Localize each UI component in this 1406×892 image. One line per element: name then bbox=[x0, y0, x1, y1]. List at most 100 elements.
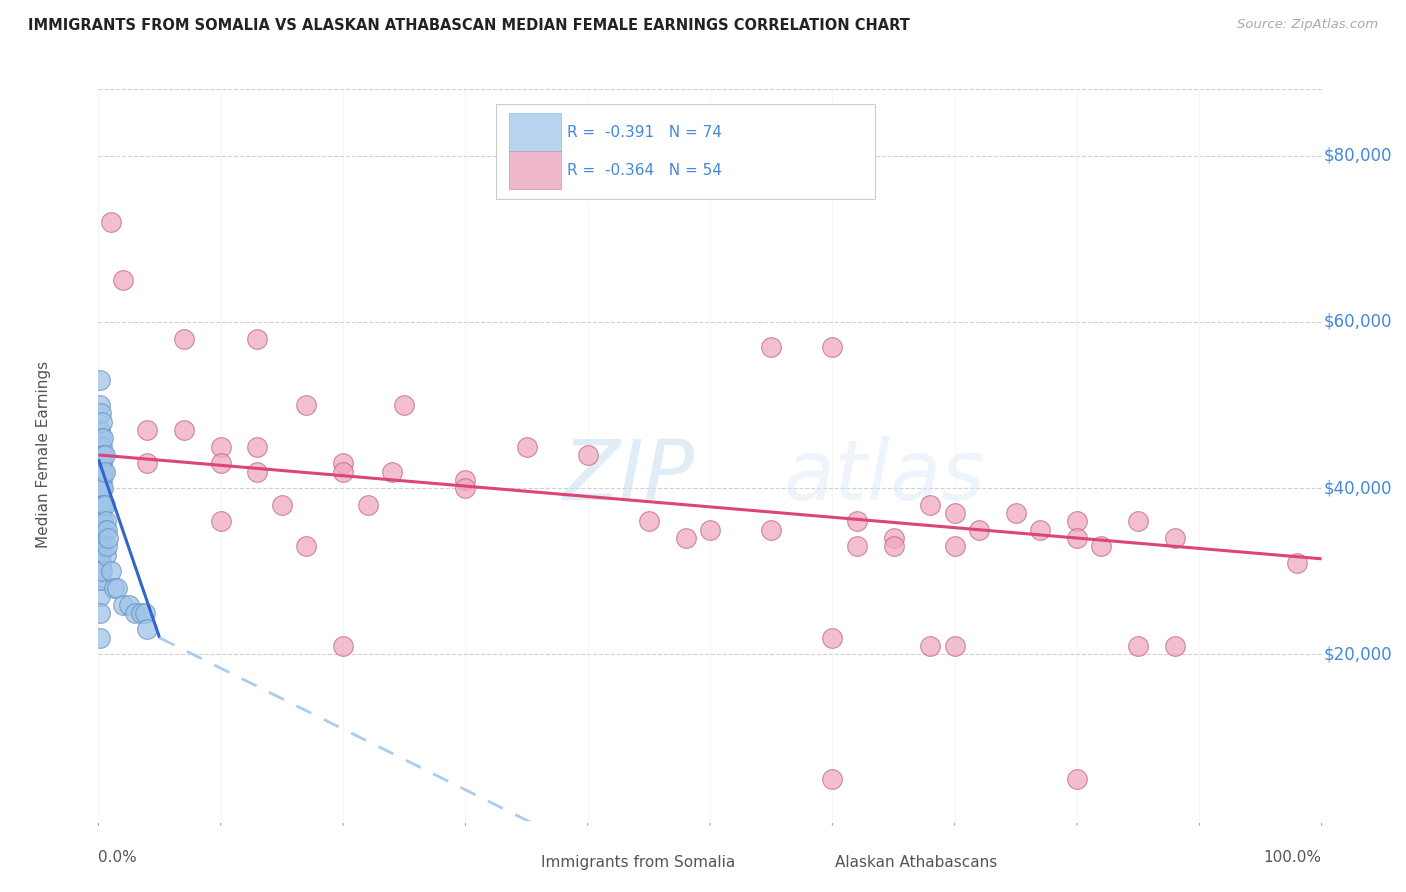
Point bbox=[173, 423, 195, 437]
Point bbox=[89, 440, 111, 454]
Point bbox=[111, 598, 134, 612]
Point bbox=[89, 523, 111, 537]
Text: IMMIGRANTS FROM SOMALIA VS ALASKAN ATHABASCAN MEDIAN FEMALE EARNINGS CORRELATION: IMMIGRANTS FROM SOMALIA VS ALASKAN ATHAB… bbox=[28, 18, 910, 33]
Point bbox=[1164, 531, 1187, 545]
Point bbox=[91, 431, 114, 445]
Point bbox=[90, 465, 112, 479]
Point bbox=[821, 340, 844, 354]
Point bbox=[93, 523, 115, 537]
Point bbox=[246, 332, 269, 346]
Point bbox=[943, 539, 966, 553]
Point bbox=[90, 456, 112, 470]
Point bbox=[883, 531, 905, 545]
Text: Alaskan Athabascans: Alaskan Athabascans bbox=[835, 855, 997, 870]
Point bbox=[91, 539, 114, 553]
Point bbox=[1029, 523, 1052, 537]
Point bbox=[209, 515, 232, 529]
Point bbox=[392, 398, 416, 412]
Point bbox=[90, 564, 112, 578]
Point bbox=[94, 515, 117, 529]
Point bbox=[129, 606, 152, 620]
Point bbox=[89, 556, 111, 570]
Point bbox=[89, 506, 111, 520]
Point bbox=[91, 465, 114, 479]
Point bbox=[100, 564, 122, 578]
Point bbox=[761, 523, 783, 537]
Point bbox=[91, 515, 114, 529]
Point bbox=[91, 473, 114, 487]
Point bbox=[97, 531, 120, 545]
Point bbox=[90, 539, 112, 553]
Point bbox=[1128, 639, 1150, 653]
Point bbox=[89, 473, 111, 487]
Point bbox=[1066, 772, 1088, 786]
Point bbox=[93, 448, 115, 462]
Point bbox=[89, 498, 111, 512]
Point bbox=[89, 573, 111, 587]
Point bbox=[111, 273, 134, 287]
Point bbox=[209, 456, 232, 470]
Point bbox=[89, 606, 111, 620]
Point bbox=[1128, 515, 1150, 529]
Point bbox=[89, 465, 111, 479]
Point bbox=[90, 406, 112, 420]
Point bbox=[295, 539, 318, 553]
Point bbox=[91, 448, 114, 462]
Point bbox=[943, 506, 966, 520]
Text: ZIP: ZIP bbox=[564, 436, 695, 517]
Point bbox=[91, 498, 114, 512]
Point bbox=[100, 215, 122, 229]
Point bbox=[105, 581, 128, 595]
Point bbox=[89, 481, 111, 495]
Text: Immigrants from Somalia: Immigrants from Somalia bbox=[541, 855, 735, 870]
Point bbox=[90, 490, 112, 504]
Point bbox=[89, 490, 111, 504]
Point bbox=[103, 581, 125, 595]
Point bbox=[356, 498, 378, 512]
Point bbox=[89, 515, 111, 529]
Point bbox=[91, 481, 114, 495]
Point bbox=[89, 531, 111, 545]
Text: 0.0%: 0.0% bbox=[98, 850, 138, 865]
FancyBboxPatch shape bbox=[509, 113, 561, 152]
Point bbox=[332, 639, 354, 653]
Point bbox=[89, 539, 111, 553]
Point bbox=[295, 398, 318, 412]
Text: Median Female Earnings: Median Female Earnings bbox=[37, 361, 51, 549]
Point bbox=[89, 423, 111, 437]
Point bbox=[94, 548, 117, 562]
Point bbox=[1004, 506, 1026, 520]
Point bbox=[90, 573, 112, 587]
Point bbox=[90, 531, 112, 545]
Text: $80,000: $80,000 bbox=[1324, 146, 1392, 165]
Point bbox=[136, 423, 159, 437]
Point bbox=[90, 498, 112, 512]
Point bbox=[1286, 556, 1309, 570]
Point bbox=[89, 548, 111, 562]
Point bbox=[90, 515, 112, 529]
Point bbox=[967, 523, 990, 537]
Point bbox=[761, 340, 783, 354]
Point bbox=[943, 639, 966, 653]
Point bbox=[90, 556, 112, 570]
Point bbox=[91, 415, 114, 429]
Point bbox=[89, 589, 111, 603]
Point bbox=[124, 606, 146, 620]
Point bbox=[90, 448, 112, 462]
Point bbox=[332, 456, 354, 470]
Point bbox=[920, 498, 942, 512]
Point bbox=[1066, 515, 1088, 529]
Text: R =  -0.364   N = 54: R = -0.364 N = 54 bbox=[567, 163, 721, 178]
Point bbox=[93, 498, 115, 512]
Point bbox=[821, 631, 844, 645]
Point bbox=[920, 639, 942, 653]
Point bbox=[91, 498, 114, 512]
Text: 100.0%: 100.0% bbox=[1264, 850, 1322, 865]
Point bbox=[93, 465, 115, 479]
Point bbox=[699, 523, 721, 537]
Point bbox=[136, 456, 159, 470]
Point bbox=[96, 539, 118, 553]
FancyBboxPatch shape bbox=[488, 849, 536, 876]
Point bbox=[89, 456, 111, 470]
Point bbox=[89, 373, 111, 387]
